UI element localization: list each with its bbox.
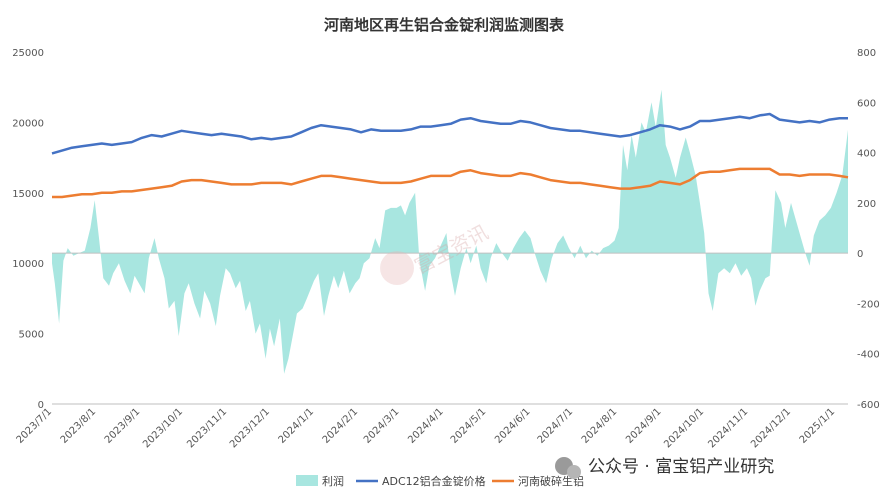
legend-label-profit: 利润 — [322, 474, 344, 488]
left-axis-tick-label: 5000 — [19, 330, 44, 341]
wechat-source-mark: 公众号 · 富宝铝产业研究 — [555, 457, 774, 479]
x-axis-tick-label: 2025/1/1 — [798, 406, 838, 446]
legend: 利润 ADC12铝合金锭价格 河南破碎生铝 — [296, 474, 584, 488]
left-axis-tick-label: 20000 — [12, 118, 44, 129]
x-axis-tick-label: 2024/9/1 — [624, 406, 664, 446]
x-axis-tick-label: 2024/1/1 — [277, 406, 317, 446]
chart-title: 河南地区再生铝合金锭利润监测图表 — [324, 16, 565, 34]
right-axis-tick-label: 600 — [857, 98, 876, 109]
legend-label-crushed-aluminum: 河南破碎生铝 — [518, 474, 584, 488]
left-axis-tick-label: 25000 — [12, 48, 44, 59]
x-axis-tick-label: 2024/7/1 — [536, 406, 576, 446]
right-axis-tick-label: 400 — [857, 149, 876, 160]
legend-swatch-profit — [296, 475, 318, 486]
right-axis-tick-label: -200 — [857, 299, 880, 310]
right-axis-tick-label: -400 — [857, 350, 880, 361]
x-axis-tick-label: 2023/7/1 — [15, 406, 55, 446]
x-axis-tick-label: 2023/11/1 — [185, 406, 229, 450]
left-axis-tick-labels: 0 5000 10000 15000 20000 25000 — [12, 48, 44, 411]
x-axis-tick-label: 2023/9/1 — [103, 406, 143, 446]
x-axis-tick-label: 2024/5/1 — [449, 406, 489, 446]
x-axis-tick-label: 2023/10/1 — [141, 406, 185, 450]
left-axis-tick-label: 15000 — [12, 189, 44, 200]
left-axis-tick-label: 10000 — [12, 259, 44, 270]
right-axis-tick-labels: -600 -400 -200 0 200 400 600 800 — [857, 48, 880, 411]
x-axis-tick-label: 2024/4/1 — [406, 406, 446, 446]
x-axis-tick-label: 2024/12/1 — [749, 406, 793, 450]
series-line-crushed-aluminum — [52, 167, 849, 199]
right-axis-tick-label: 200 — [857, 199, 876, 210]
wechat-icon-secondary — [567, 465, 581, 479]
x-axis-tick-label: 2024/2/1 — [321, 406, 361, 446]
left-axis-tick-label: 0 — [38, 400, 44, 411]
watermark-logo-icon — [380, 251, 414, 285]
right-axis-tick-label: 0 — [857, 249, 863, 260]
series-area-profit — [52, 89, 848, 374]
x-axis-tick-label: 2024/8/1 — [580, 406, 620, 446]
legend-label-adc12: ADC12铝合金锭价格 — [382, 474, 486, 488]
right-axis-tick-label: -600 — [857, 400, 880, 411]
x-axis-tick-label: 2023/12/1 — [228, 406, 272, 450]
series-line-adc12 — [51, 112, 848, 155]
x-axis-tick-label: 2024/11/1 — [706, 406, 750, 450]
x-axis-tick-label: 2024/3/1 — [362, 406, 402, 446]
right-axis-tick-label: 800 — [857, 48, 876, 59]
x-axis-tick-label: 2024/10/1 — [662, 406, 706, 450]
source-account-text: 公众号 · 富宝铝产业研究 — [588, 457, 774, 477]
x-axis-tick-label: 2023/8/1 — [59, 406, 99, 446]
plot-area — [51, 89, 849, 374]
x-axis-tick-label: 2024/6/1 — [493, 406, 533, 446]
